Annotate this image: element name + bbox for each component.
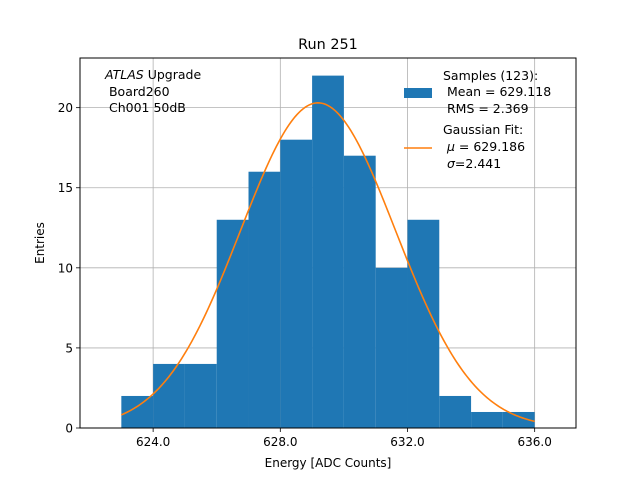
- y-tick-label: 20: [58, 101, 73, 115]
- board-label: Board260: [105, 84, 170, 99]
- legend-fit-mu-value: = 629.186: [455, 139, 525, 154]
- x-axis-ticks: 624.0 628.0 632.0 636.0: [136, 428, 552, 449]
- histogram-bar: [312, 75, 344, 428]
- svg-text:μ = 629.186: μ = 629.186: [443, 139, 525, 154]
- x-tick-label: 636.0: [517, 435, 551, 449]
- upgrade-label: Upgrade: [144, 67, 202, 82]
- x-tick-label: 628.0: [263, 435, 297, 449]
- y-axis-label: Entries: [33, 222, 47, 264]
- histogram-bar: [439, 395, 472, 428]
- atlas-label: ATLAS: [104, 67, 144, 82]
- plot-frame: [79, 57, 577, 429]
- legend-fit-title: Gaussian Fit:: [443, 122, 523, 137]
- legend-histogram-swatch: [404, 88, 432, 98]
- x-axis-label: Energy [ADC Counts]: [265, 456, 392, 470]
- histogram-bar: [184, 363, 217, 428]
- histogram-bars: [121, 75, 535, 429]
- y-axis-ticks: 0 5 10 15 20: [58, 101, 80, 436]
- legend-fit-sigma-value: =2.441: [455, 156, 501, 171]
- svg-text:ATLAS Upgrade: ATLAS Upgrade: [104, 67, 201, 82]
- legend-fit-sigma-symbol: σ: [447, 156, 456, 171]
- y-tick-label: 10: [58, 261, 73, 275]
- gaussian-fit-line: [121, 102, 535, 423]
- gaussian-fit-curve: [121, 102, 535, 423]
- histogram-bar: [471, 411, 503, 428]
- chart-title: Run 251: [298, 37, 358, 53]
- y-tick-label: 15: [58, 181, 73, 195]
- svg-text:σ=2.441: σ=2.441: [443, 156, 501, 171]
- histogram-bar: [153, 363, 185, 428]
- x-tick-label: 624.0: [136, 435, 170, 449]
- histogram-bar: [343, 155, 376, 428]
- legend-fit-mu-symbol: μ: [446, 139, 455, 154]
- atlas-annotation: ATLAS Upgrade Board260 Ch001 50dB: [104, 67, 201, 115]
- legend-samples-mean: Mean = 629.118: [443, 84, 551, 99]
- histogram-bar: [375, 267, 408, 428]
- histogram-bar: [216, 219, 249, 428]
- histogram-bar: [502, 411, 535, 428]
- legend: Samples (123): Mean = 629.118 RMS = 2.36…: [404, 68, 551, 171]
- legend-samples-rms: RMS = 2.369: [443, 101, 529, 116]
- histogram-bar: [280, 139, 313, 429]
- histogram-bar: [407, 219, 440, 428]
- x-tick-label: 632.0: [390, 435, 424, 449]
- histogram-bar: [248, 171, 281, 428]
- y-tick-label: 5: [65, 341, 73, 355]
- legend-samples-title: Samples (123):: [443, 68, 538, 83]
- y-tick-label: 0: [65, 422, 73, 436]
- channel-label: Ch001 50dB: [105, 100, 186, 115]
